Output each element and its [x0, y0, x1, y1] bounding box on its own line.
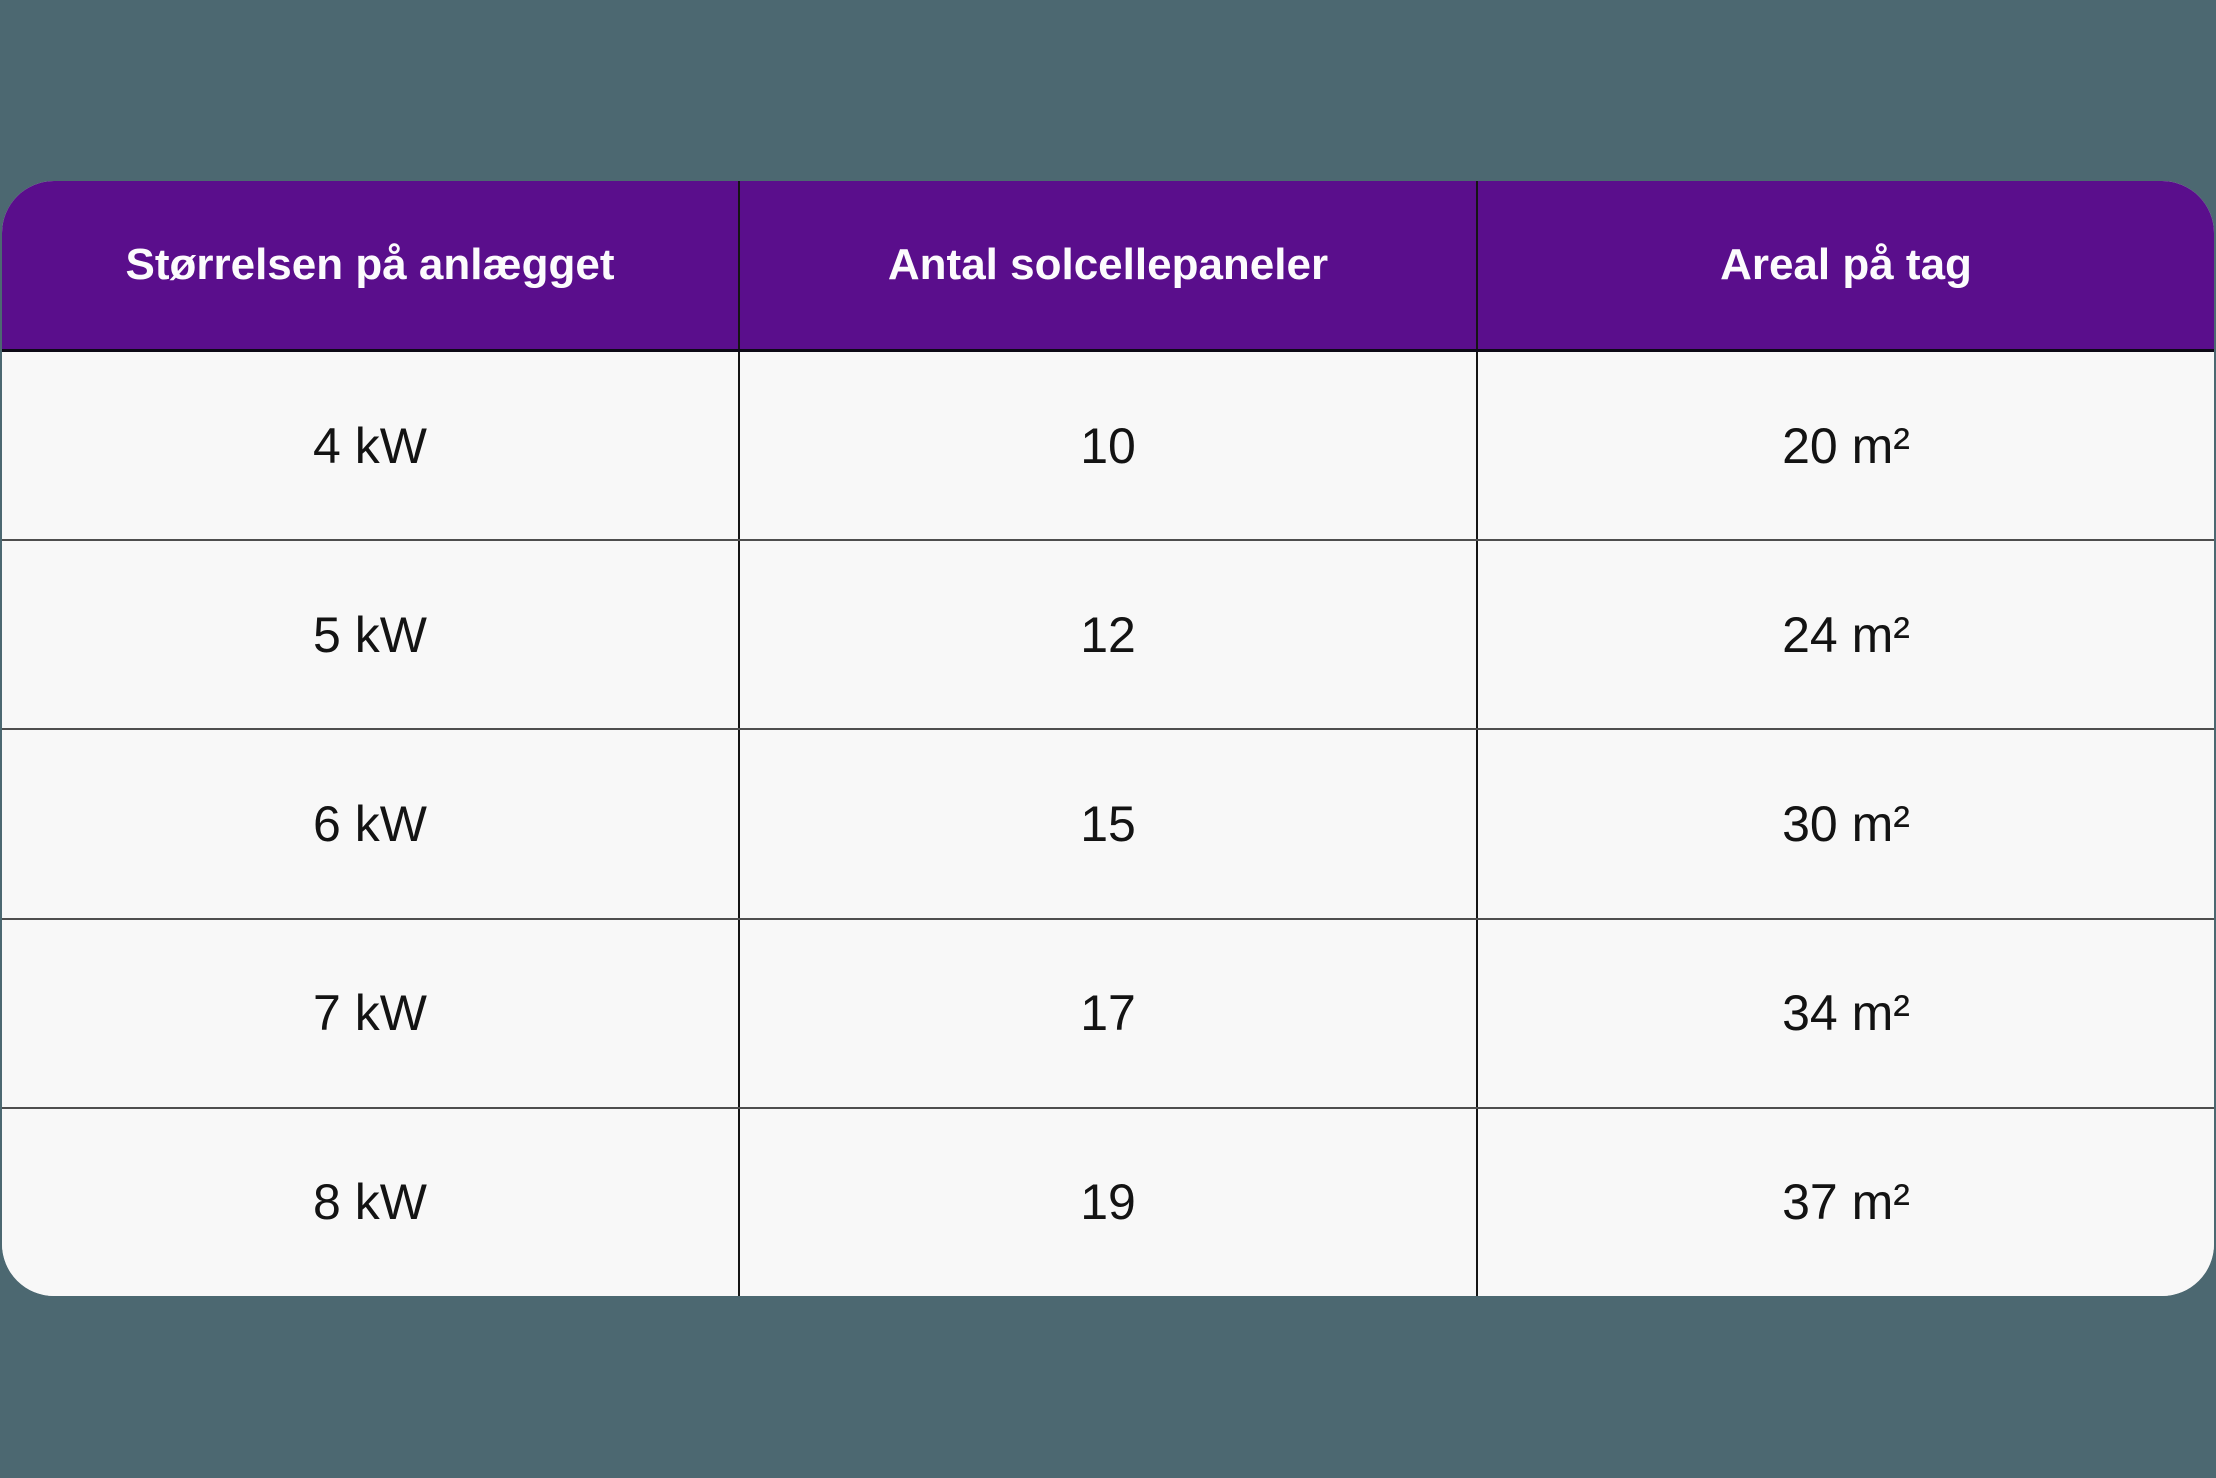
cell-system-size: 5 kW — [313, 606, 427, 663]
cell-panel-count: 12 — [738, 541, 1476, 729]
cell-roof-area: 34 m² — [1476, 919, 2214, 1107]
cell-system-size: 6 kW — [313, 796, 427, 852]
table-row: 6 kW 15 30 m² — [2, 728, 2214, 918]
solar-panel-size-table: Størrelsen på anlægget Antal solcellepan… — [2, 181, 2214, 1296]
cell-panel-count: 10 — [738, 352, 1476, 540]
cell-panel-count: 17 — [738, 919, 1476, 1107]
header-cell-roof-area: Areal på tag — [1476, 181, 2214, 349]
cell-system-size: 7 kW — [313, 985, 427, 1042]
cell-panel-count: 19 — [738, 1108, 1476, 1296]
cell-roof-area: 37 m² — [1476, 1108, 2214, 1296]
cell-panel-count: 15 — [738, 730, 1476, 918]
header-cell-system-size: Størrelsen på anlægget — [125, 240, 615, 289]
cell-system-size: 4 kW — [313, 417, 427, 474]
table-row: 7 kW 17 34 m² — [2, 917, 2214, 1107]
header-cell-panel-count: Antal solcellepaneler — [738, 181, 1476, 349]
cell-roof-area: 30 m² — [1476, 730, 2214, 918]
cell-roof-area: 20 m² — [1476, 352, 2214, 540]
table-header-row: Størrelsen på anlægget Antal solcellepan… — [2, 181, 2214, 352]
table-row: 4 kW 10 20 m² — [2, 352, 2214, 540]
cell-roof-area: 24 m² — [1476, 541, 2214, 729]
table-row: 8 kW 19 37 m² — [2, 1106, 2214, 1296]
table-row: 5 kW 12 24 m² — [2, 539, 2214, 729]
cell-system-size: 8 kW — [313, 1174, 427, 1231]
